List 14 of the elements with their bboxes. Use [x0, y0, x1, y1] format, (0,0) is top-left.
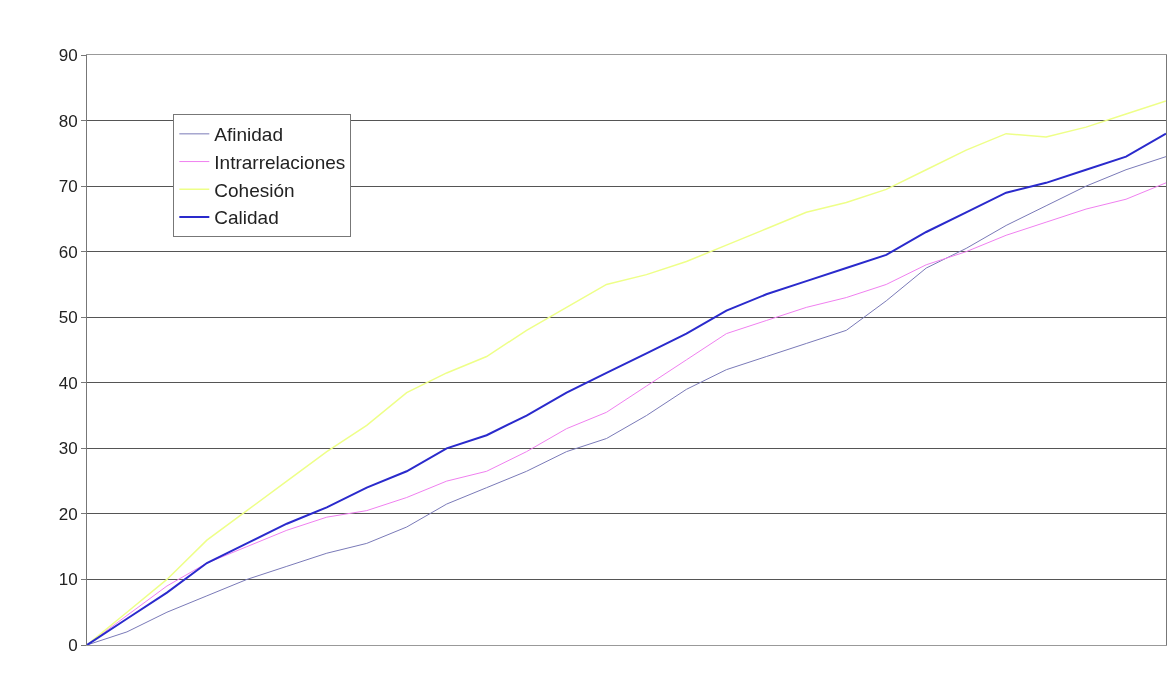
y-tick-label: 70: [58, 177, 78, 197]
y-tick-label: 30: [58, 439, 78, 459]
y-tick-label: 0: [68, 635, 78, 655]
y-tick-label: 90: [58, 45, 78, 65]
y-tick-label: 60: [58, 242, 78, 262]
legend-label: Intrarrelaciones: [214, 151, 346, 173]
y-tick-label: 50: [58, 308, 78, 328]
y-tick-label: 80: [58, 111, 78, 131]
y-tick-label: 10: [58, 570, 78, 590]
y-tick-label: 40: [58, 373, 78, 393]
legend-label: Cohesión: [214, 179, 295, 201]
y-tick-label: 20: [58, 504, 78, 524]
legend-label: Afinidad: [214, 124, 283, 146]
legend-label: Calidad: [214, 207, 279, 229]
